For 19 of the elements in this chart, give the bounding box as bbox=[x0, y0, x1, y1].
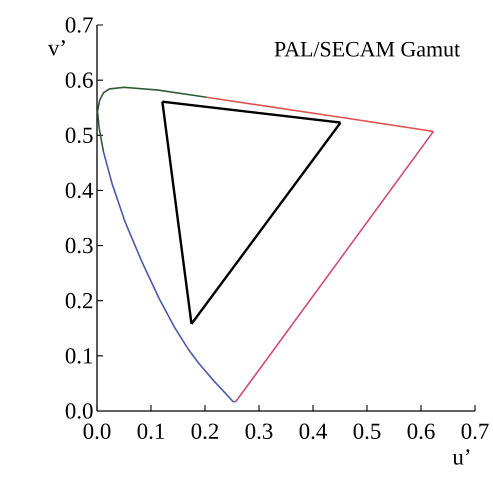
text: PAL/SECAM Gamut bbox=[274, 42, 460, 57]
y-tick-label: 0.1 bbox=[66, 348, 92, 364]
y-tick-label: 0.6 bbox=[66, 72, 93, 88]
y-tick-label: 0.5 bbox=[66, 127, 93, 144]
y-tick-label: 0.7 bbox=[66, 17, 93, 33]
x-tick-label: 0.7 bbox=[462, 424, 489, 440]
y-tick-label: 0.0 bbox=[66, 403, 93, 419]
x-tick-label: 0.1 bbox=[138, 424, 164, 440]
y-axis-title: v’ bbox=[48, 40, 65, 56]
x-tick-label: 0.2 bbox=[192, 424, 218, 440]
x-tick-label: 0.3 bbox=[246, 424, 272, 440]
x-tick-label: 0.6 bbox=[408, 424, 435, 440]
x-tick-label: 0.4 bbox=[300, 424, 327, 440]
y-tick-label: 0.3 bbox=[66, 238, 93, 254]
x-tick-label: 0.0 bbox=[84, 424, 110, 440]
y-tick-label: 0.2 bbox=[66, 292, 92, 308]
x-tick-label: 0.5 bbox=[354, 424, 380, 440]
y-tick-label: 0.4 bbox=[66, 182, 94, 198]
x-axis-title: u’ bbox=[452, 449, 470, 465]
